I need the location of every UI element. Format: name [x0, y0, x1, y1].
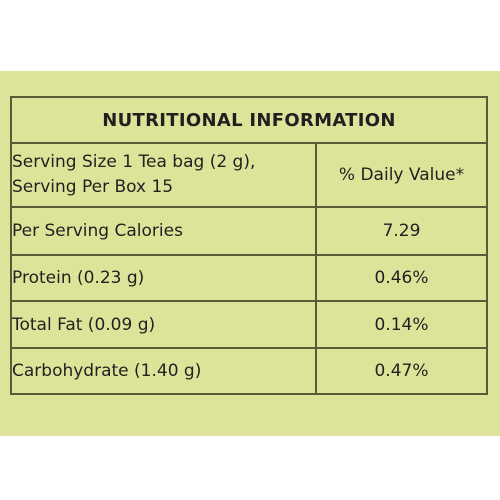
nutrient-value: 0.46% — [315, 254, 488, 302]
serving-row: Serving Size 1 Tea bag (2 g), Serving Pe… — [10, 142, 488, 208]
nutrient-name: Protein (0.23 g) — [10, 254, 317, 302]
nutrient-name: Per Serving Calories — [10, 206, 317, 256]
nutrient-value: 0.47% — [315, 347, 488, 395]
serving-info: Serving Size 1 Tea bag (2 g), Serving Pe… — [10, 142, 317, 208]
nutrient-name: Carbohydrate (1.40 g) — [10, 347, 317, 395]
nutrient-value: 7.29 — [315, 206, 488, 256]
nutrition-facts-table: NUTRITIONAL INFORMATION Serving Size 1 T… — [10, 96, 488, 395]
nutrient-name: Total Fat (0.09 g) — [10, 300, 317, 349]
serving-size-text: Serving Size 1 Tea bag (2 g), — [12, 152, 256, 172]
daily-value-header: % Daily Value* — [315, 142, 488, 208]
table-row: Carbohydrate (1.40 g) 0.47% — [10, 347, 488, 395]
table-row: Total Fat (0.09 g) 0.14% — [10, 300, 488, 349]
table-row: Per Serving Calories 7.29 — [10, 206, 488, 256]
nutrient-value: 0.14% — [315, 300, 488, 349]
servings-per-box-text: Serving Per Box 15 — [12, 177, 174, 197]
table-row: Protein (0.23 g) 0.46% — [10, 254, 488, 302]
table-title: NUTRITIONAL INFORMATION — [10, 96, 488, 144]
title-row: NUTRITIONAL INFORMATION — [10, 96, 488, 144]
